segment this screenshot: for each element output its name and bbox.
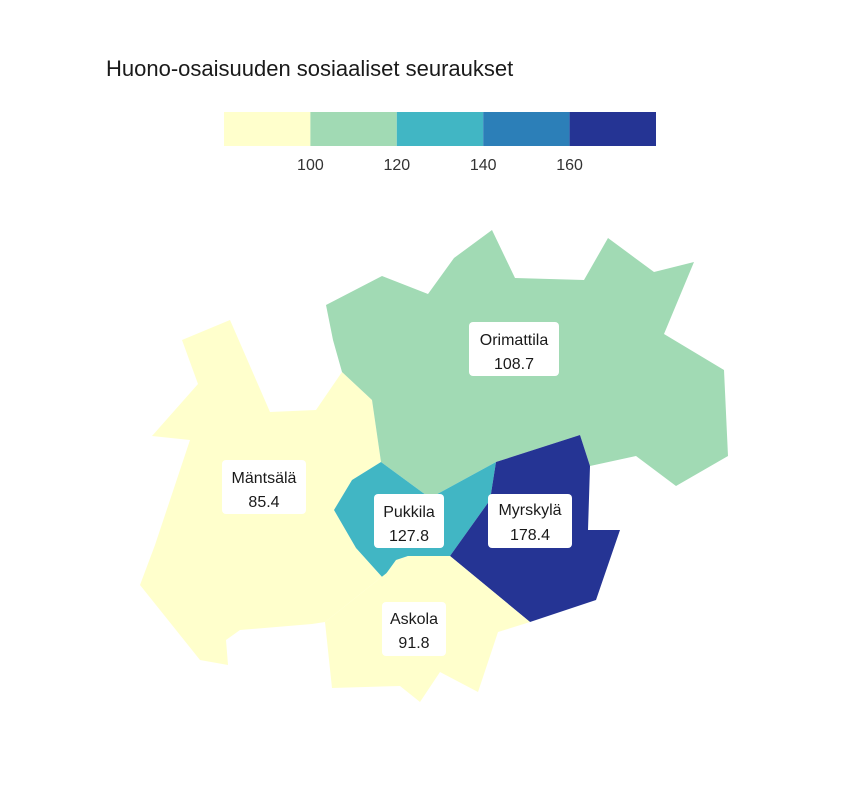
label-myrskyla: Myrskylä 178.4 [488, 494, 572, 548]
label-pukkila: Pukkila 127.8 [374, 494, 444, 548]
region-value: 127.8 [389, 528, 429, 545]
region-value: 108.7 [494, 356, 534, 373]
legend: 100 120 140 160 [224, 112, 656, 174]
legend-tick-label: 140 [470, 157, 497, 174]
legend-swatch-5 [569, 112, 656, 146]
region-labels: Orimattila 108.7 Mäntsälä 85.4 Pukkila 1… [222, 322, 572, 656]
legend-swatch-3 [396, 112, 484, 146]
region-value: 91.8 [398, 635, 429, 652]
legend-swatch-4 [483, 112, 570, 146]
legend-tick-label: 120 [383, 157, 410, 174]
region-name: Pukkila [383, 504, 435, 521]
legend-tick-label: 160 [556, 157, 583, 174]
region-name: Myrskylä [498, 502, 561, 519]
region-name: Orimattila [480, 332, 549, 349]
label-mantsala: Mäntsälä 85.4 [222, 460, 306, 514]
label-askola: Askola 91.8 [382, 602, 446, 656]
legend-swatch-2 [310, 112, 397, 146]
region-name: Mäntsälä [232, 470, 297, 487]
legend-tick-label: 100 [297, 157, 324, 174]
legend-swatch-1 [224, 112, 311, 146]
label-orimattila: Orimattila 108.7 [469, 322, 559, 376]
map-title: Huono-osaisuuden sosiaaliset seuraukset [106, 56, 514, 81]
region-value: 85.4 [248, 494, 279, 511]
region-name: Askola [390, 611, 438, 628]
region-value: 178.4 [510, 527, 550, 544]
